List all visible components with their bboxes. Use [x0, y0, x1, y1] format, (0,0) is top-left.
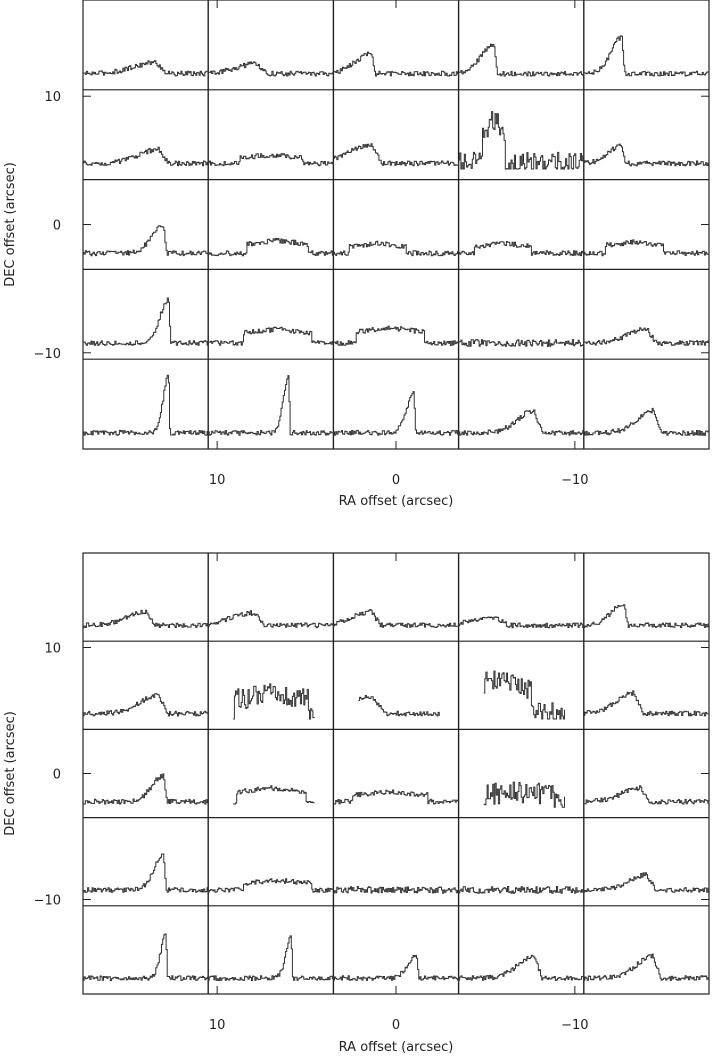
spectrum-trace [583, 239, 710, 257]
spectrum-trace [583, 407, 710, 436]
plot-frame [82, 552, 710, 995]
spectrum-trace [458, 111, 585, 170]
spectrum-trace [208, 237, 334, 257]
x-tick-label: −10 [561, 1018, 588, 1033]
spectrum-trace [208, 375, 334, 436]
spectrum-trace [83, 297, 209, 346]
spectrum-trace [333, 789, 460, 805]
spectrum-trace [458, 339, 585, 347]
spectrum-trace [333, 955, 460, 981]
spectrum-trace [333, 325, 460, 346]
spectrum-trace [208, 878, 334, 893]
spectrum-trace [208, 935, 334, 981]
spectrum-trace [458, 43, 585, 77]
y-axis-label: DEC offset (arcsec) [3, 711, 18, 836]
spectrum-trace [208, 326, 334, 346]
spectrum-trace [458, 616, 585, 629]
y-axis-label: DEC offset (arcsec) [3, 162, 18, 287]
spectrum-trace [583, 35, 710, 77]
x-tick-label: −10 [561, 473, 588, 488]
spectrum-trace [358, 695, 440, 717]
spectrum-trace [208, 153, 334, 167]
x-axis-label: RA offset (arcsec) [339, 1040, 454, 1055]
spectrum-trace [83, 374, 209, 436]
x-tick-label: 0 [392, 473, 400, 488]
x-axis-label: RA offset (arcsec) [339, 494, 454, 509]
spectrum-trace [583, 604, 710, 628]
spectrum-trace [208, 610, 334, 629]
y-tick-label: 10 [44, 90, 61, 105]
spectrum-trace [458, 954, 585, 981]
spectrum-trace [583, 872, 710, 893]
spectrum-trace [583, 953, 710, 981]
spectrum-trace [458, 241, 585, 257]
spectrum-trace [83, 609, 209, 629]
spectrum-trace [333, 240, 460, 257]
spectrum-trace [333, 143, 460, 167]
spectrum-trace [83, 853, 209, 893]
spectrum-trace [83, 60, 209, 77]
y-tick-label: 0 [53, 768, 61, 783]
y-tick-label: −10 [34, 894, 61, 909]
spectrum-trace [583, 143, 710, 167]
spectrum-trace [333, 609, 460, 628]
spectrum-trace [83, 933, 209, 981]
plot-frame [82, 0, 710, 450]
spectrum-trace [233, 683, 315, 720]
spectrum-trace [83, 225, 209, 257]
x-tick-label: 10 [209, 473, 226, 488]
spectrum-trace [458, 886, 585, 894]
spectrum-trace [483, 670, 565, 720]
spectra-grid-bottom: 10 0 −10 10 0 −10 RA offset (arcsec) DEC offset… [3, 552, 710, 1055]
y-tick-label: 0 [53, 219, 61, 234]
spectrum-trace [583, 690, 710, 717]
y-tick-label: −10 [34, 347, 61, 362]
spectra-grid-top: 10 0 −10 10 0 −10 RA offset (arcsec) DEC offset… [3, 0, 710, 509]
spectrum-trace [83, 146, 209, 167]
x-tick-label: 0 [392, 1018, 400, 1033]
spectrum-trace [458, 409, 585, 436]
y-tick-label: 10 [44, 642, 61, 657]
spectrum-trace [583, 785, 710, 805]
spectrum-trace [333, 886, 460, 894]
spectrum-trace [83, 773, 209, 805]
spectrum-trace [483, 781, 565, 808]
spectrum-trace [333, 391, 460, 436]
x-tick-label: 10 [209, 1018, 226, 1033]
spectrum-trace [583, 327, 710, 346]
spectrum-trace [233, 785, 315, 805]
spectrum-trace [208, 61, 334, 77]
spectrum-trace [333, 51, 460, 77]
spectrum-trace [83, 693, 209, 717]
